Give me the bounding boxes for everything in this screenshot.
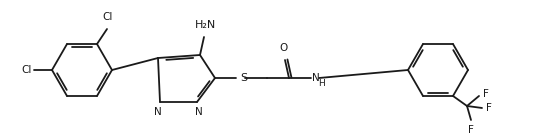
Text: N: N (195, 107, 203, 117)
Text: Cl: Cl (22, 65, 32, 75)
Text: F: F (468, 125, 474, 135)
Text: H: H (318, 79, 325, 88)
Text: N: N (312, 73, 320, 83)
Text: O: O (280, 43, 288, 53)
Text: Cl: Cl (103, 12, 113, 22)
Text: N: N (154, 107, 162, 117)
Text: S: S (240, 73, 247, 83)
Text: F: F (483, 89, 489, 99)
Text: H₂N: H₂N (195, 20, 216, 30)
Text: F: F (486, 103, 492, 113)
